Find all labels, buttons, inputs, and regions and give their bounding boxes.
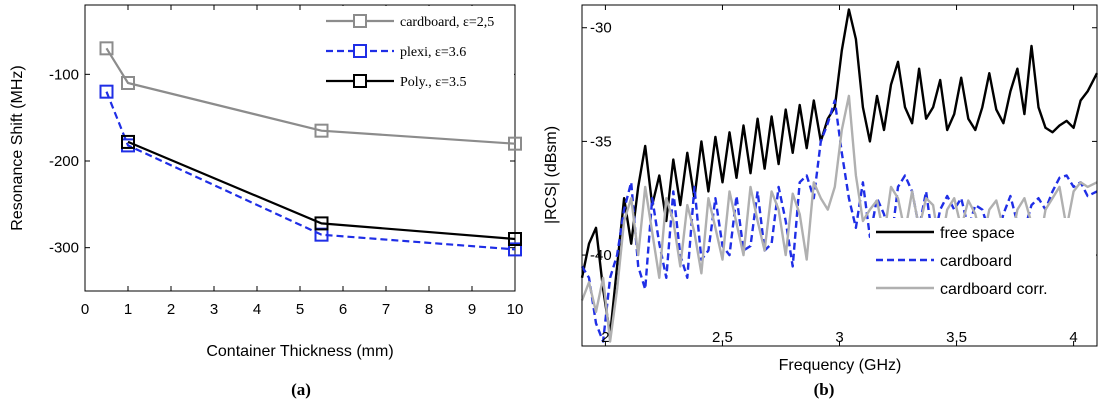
legend-marker-poly-3-5 xyxy=(353,74,367,88)
x-tick-label-b: 3 xyxy=(835,329,843,346)
legend-a: cardboard, ε=2,5 plexi, ε=3.6 Poly., ε=3.5 xyxy=(321,6,514,99)
x-tick-label-a: 3 xyxy=(210,301,218,318)
y-tick-label-b: -35 xyxy=(590,133,612,150)
x-tick-label-b: 2 xyxy=(601,329,609,346)
y-tick-label-a: -100 xyxy=(49,66,79,83)
x-tick-label-a: 6 xyxy=(339,301,347,318)
x-axis-label-a: Container Thickness (mm) xyxy=(206,343,393,360)
y-tick-label-a: -300 xyxy=(49,240,79,257)
legend-label-plexi-3-6: plexi, ε=3.6 xyxy=(400,45,466,60)
x-axis-label-b: Frequency (GHz) xyxy=(779,357,902,374)
y-tick-label-a: -200 xyxy=(49,153,79,170)
panel-label-b: (b) xyxy=(814,380,835,399)
data-point-poly-3-5 xyxy=(314,216,329,231)
legend-label-cardboard: cardboard xyxy=(940,253,1012,270)
series-line-plexi-3-6 xyxy=(105,91,516,251)
series-line-free-space xyxy=(580,8,1099,336)
x-tick-label-a: 7 xyxy=(382,301,390,318)
x-tick-label-a: 5 xyxy=(296,301,304,318)
panel-label-a: (a) xyxy=(291,380,311,399)
legend-label-free-space: free space xyxy=(940,225,1015,242)
chart-a: 0 1 2 3 4 5 6 7 8 9 10 -100 -200 -300 Container Thick… xyxy=(9,4,524,399)
x-tick-label-b: 4 xyxy=(1069,329,1077,346)
data-point-cardboard-2-5 xyxy=(99,41,114,56)
x-tick-label-b: 2.5 xyxy=(712,329,733,346)
series-line-cardboard xyxy=(580,99,1098,343)
data-point-poly-3-5 xyxy=(508,232,522,246)
y-axis-label-b: |RCS| (dBsm) xyxy=(543,126,560,224)
data-point-poly-3-5 xyxy=(121,134,135,149)
data-point-plexi-3-6 xyxy=(99,84,114,99)
legend-label-poly-3-5: Poly., ε=3.5 xyxy=(400,75,467,90)
legend-marker-plexi-3-6 xyxy=(353,44,367,58)
data-point-cardboard-2-5 xyxy=(121,76,135,90)
y-tick-label-b: -40 xyxy=(590,247,612,264)
legend-label-cardboard-2-5: cardboard, ε=2,5 xyxy=(400,15,494,30)
chart-b: 2 2.5 3 3.5 4 -30 -35 -40 Frequency (GHz) |RCS|… xyxy=(543,4,1099,399)
x-tick-label-a: 0 xyxy=(81,301,89,318)
x-tick-label-a: 10 xyxy=(507,301,524,318)
legend-b: free space cardboard cardboard corr. xyxy=(870,218,1096,302)
x-tick-label-a: 9 xyxy=(468,301,476,318)
legend-label-cardboard-corr: cardboard corr. xyxy=(940,281,1048,298)
y-axis-label-a: Resonance Shift (MHz) xyxy=(9,65,26,230)
data-point-plexi-3-6 xyxy=(508,242,522,257)
series-line-cardboard-2-5 xyxy=(105,47,516,145)
series-line-poly-3-5 xyxy=(127,140,516,241)
data-point-cardboard-2-5 xyxy=(508,136,522,151)
x-tick-label-a: 8 xyxy=(425,301,433,318)
x-tick-label-b: 3.5 xyxy=(946,329,967,346)
x-tick-label-a: 1 xyxy=(124,301,132,318)
x-tick-label-a: 2 xyxy=(167,301,175,318)
data-point-cardboard-2-5 xyxy=(314,123,329,138)
legend-marker-cardboard-2-5 xyxy=(353,14,367,28)
y-tick-label-b: -30 xyxy=(590,20,612,37)
x-tick-label-a: 4 xyxy=(253,301,261,318)
